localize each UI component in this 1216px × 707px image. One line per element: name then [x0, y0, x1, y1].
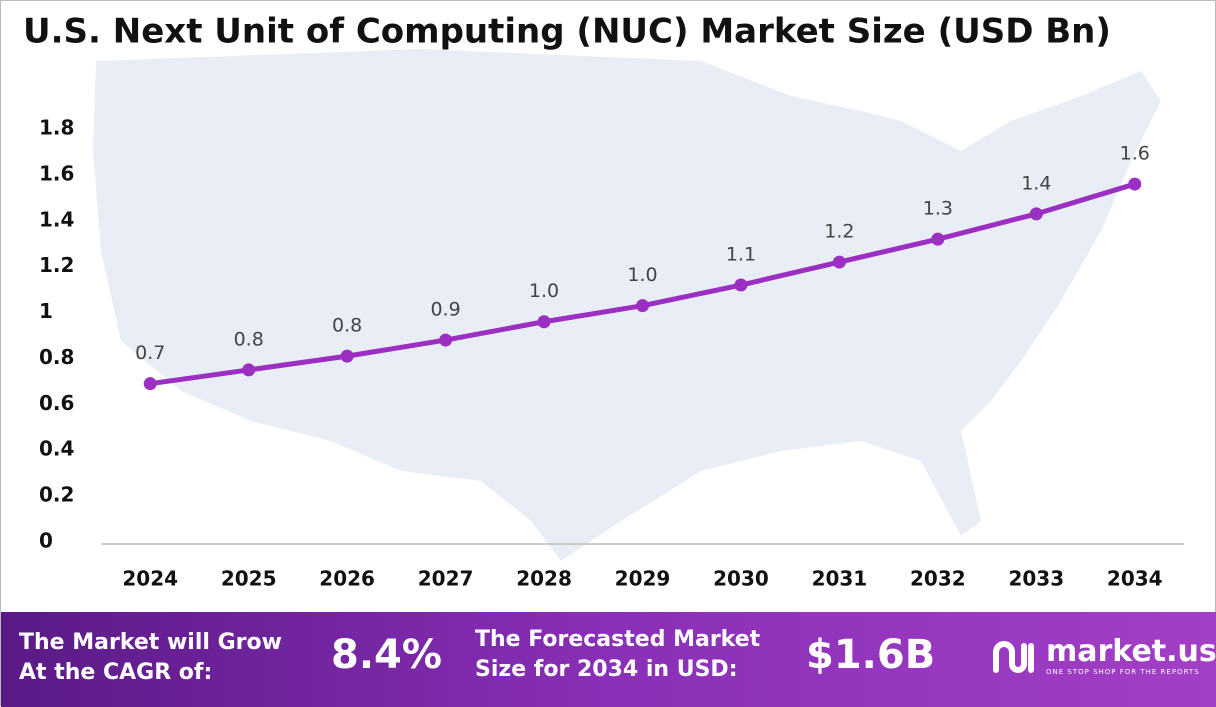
map-background: [93, 49, 1161, 561]
point: [636, 299, 649, 313]
point: [1128, 177, 1142, 191]
y-tick-label: 0.8: [39, 345, 74, 369]
x-tick-label: 2025: [221, 567, 277, 591]
y-tick-label: 1.2: [39, 253, 74, 277]
value-label: 1.2: [824, 221, 854, 243]
x-tick-label: 2034: [1107, 567, 1163, 591]
chart: U.S. Next Unit of Computing (NUC) Market…: [23, 12, 1184, 591]
value-label: 1.4: [1021, 172, 1051, 194]
point: [832, 255, 846, 269]
y-tick-label: 1.6: [39, 161, 74, 185]
x-tick-label: 2030: [713, 567, 769, 591]
value-label: 0.7: [135, 342, 165, 364]
value-label: 1.6: [1120, 143, 1150, 165]
text-line: The Market will Grow: [19, 630, 282, 655]
brand: market.us: [1046, 634, 1216, 669]
y-tick-label: 0.4: [39, 437, 74, 461]
y-tick-label: 0.2: [39, 483, 74, 507]
text-line: At the CAGR of:: [19, 660, 213, 685]
x-tick-label: 2032: [910, 567, 966, 591]
y-tick-label: 1.4: [39, 207, 74, 231]
value-label: 0.8: [332, 315, 362, 337]
point: [734, 278, 748, 292]
x-tick-label: 2027: [418, 567, 474, 591]
value-label: 0.9: [430, 299, 460, 321]
x-tick-label: 2026: [319, 567, 375, 591]
text-line: Size for 2034 in USD:: [475, 657, 738, 682]
x-tick-label: 2024: [122, 567, 178, 591]
point: [439, 333, 453, 347]
value-label: 1.0: [627, 264, 657, 286]
cagr-text: The Market will Grow At the CAGR of:: [19, 628, 282, 688]
y-tick-label: 0: [39, 529, 53, 553]
x-tick-label: 2029: [615, 567, 671, 591]
point: [931, 232, 945, 246]
point: [537, 315, 551, 329]
point: [242, 363, 256, 377]
brand-logo: [993, 641, 1034, 673]
value-label: 1.3: [923, 198, 953, 220]
value-label: 0.8: [234, 328, 264, 350]
x-tick-label: 2031: [812, 567, 868, 591]
chart-title: U.S. Next Unit of Computing (NUC) Market…: [23, 12, 1111, 52]
forecast-text: The Forecasted Market Size for 2034 in US…: [475, 625, 760, 685]
footer: The Market will Grow At the CAGR of: 8.4%…: [1, 612, 1216, 707]
point: [143, 377, 157, 391]
y-tick-label: 0.6: [39, 391, 74, 415]
tagline: ONE STOP SHOP FOR THE REPORTS: [1046, 668, 1200, 676]
x-tick-label: 2028: [516, 567, 572, 591]
value-label: 1.0: [529, 280, 559, 302]
text-line: The Forecasted Market: [475, 627, 761, 652]
point: [1029, 207, 1043, 221]
x-tick-label: 2033: [1008, 567, 1064, 591]
point: [340, 349, 354, 363]
y-tick-label: 1.8: [39, 116, 74, 140]
forecast-value: $1.6B: [806, 632, 936, 678]
cagr-value: 8.4%: [331, 632, 442, 678]
value-label: 1.1: [726, 244, 756, 266]
y-tick-label: 1: [39, 299, 53, 323]
